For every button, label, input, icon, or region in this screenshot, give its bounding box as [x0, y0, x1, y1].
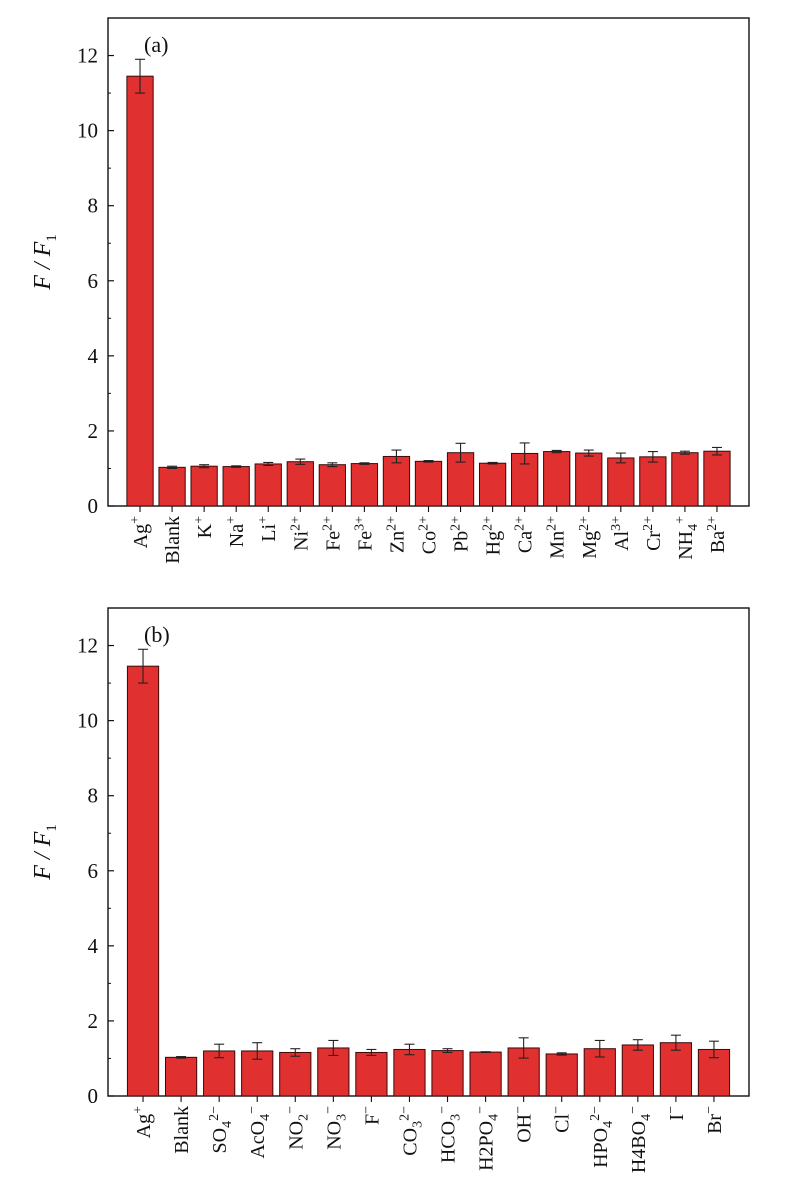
bar-14 [575, 452, 603, 507]
chart-panel-b: 0 2 4 6 8 10 12 F / F1 (b) Ag+ Blank SO42− AcO4− NO2−… [30, 607, 750, 1173]
bar-5 [286, 461, 314, 507]
bar-0 [126, 665, 160, 1097]
bar-8 [431, 1050, 464, 1097]
x-tick-label-18: Ba2+ [705, 516, 729, 553]
x-tick-label-6: Fe2+ [320, 516, 344, 551]
y-tick-label: 0 [88, 1084, 99, 1108]
bar-9 [414, 460, 443, 507]
y-tick-label: 6 [88, 859, 99, 883]
bar-16 [639, 456, 667, 507]
panel-label: (b) [144, 622, 170, 647]
x-tick-label-17: NH4+ [673, 516, 701, 560]
bar-15 [607, 457, 635, 507]
x-tick-label-10: Pb2+ [449, 516, 473, 552]
x-tick-label-16: Cr2+ [641, 516, 665, 551]
x-tick-label-13: H4BO4− [626, 1106, 654, 1173]
x-tick-label-12: HPO42− [588, 1106, 616, 1168]
x-tick-label-9: H2PO4− [474, 1106, 502, 1171]
x-tick-label-7: CO32− [397, 1106, 425, 1156]
x-tick-label-9: Co2+ [417, 516, 441, 554]
x-tick-label-1: Blank [162, 516, 184, 564]
bar-0 [126, 75, 154, 507]
bar-1 [164, 1056, 198, 1097]
x-tick-label-11: Hg2+ [481, 516, 505, 555]
y-tick-label: 2 [88, 419, 99, 443]
bar-4 [279, 1051, 312, 1097]
x-tick-label-14: Mg2+ [577, 516, 601, 559]
x-tick-label-3: AcO4− [245, 1106, 273, 1159]
x-tick-label-3: Na+ [224, 516, 248, 547]
x-tick-label-2: SO42− [207, 1106, 235, 1154]
y-tick-label: 0 [88, 494, 99, 518]
x-tick-label-6: F− [359, 1106, 383, 1125]
x-tick-label-0: Ag+ [128, 516, 152, 548]
panel-label: (a) [144, 32, 168, 57]
x-tick-label-14: I− [664, 1106, 688, 1121]
y-tick-label: 12 [77, 44, 98, 68]
bar-3 [222, 466, 250, 507]
bar-6 [318, 464, 346, 507]
y-tick-label: 10 [77, 119, 98, 143]
x-tick-label-8: Zn2+ [384, 516, 408, 553]
x-tick-label-12: Ca2+ [513, 516, 537, 553]
x-tick-label-8: HCO3− [436, 1106, 464, 1163]
bar-14 [659, 1042, 693, 1097]
y-tick-label: 2 [88, 1009, 99, 1033]
bar-7 [350, 463, 379, 507]
bar-4 [254, 463, 282, 507]
bar-11 [478, 462, 507, 507]
y-tick-label: 4 [88, 344, 99, 368]
bar-11 [545, 1053, 578, 1097]
bar-2 [190, 465, 218, 507]
y-axis-title: F / F1 [30, 824, 60, 881]
y-axis-title: F / F1 [30, 234, 60, 291]
x-tick-label-15: Al3+ [609, 516, 633, 551]
y-tick-label: 10 [77, 709, 98, 733]
y-tick-label: 4 [88, 934, 99, 958]
x-tick-label-1: Blank [171, 1106, 193, 1154]
y-tick-label: 8 [88, 784, 99, 808]
bar-1 [158, 466, 186, 507]
y-tick-label: 12 [77, 634, 98, 658]
plot-frame [107, 17, 750, 507]
x-tick-label-4: Li+ [256, 516, 280, 542]
plot-frame [107, 607, 750, 1097]
bar-17 [671, 452, 699, 507]
bar-6 [355, 1051, 388, 1097]
bar-9 [469, 1051, 502, 1097]
x-tick-label-5: Ni2+ [288, 516, 312, 551]
x-tick-label-0: Ag+ [131, 1106, 155, 1138]
x-tick-label-2: K+ [192, 516, 216, 538]
x-tick-label-15: Br− [702, 1106, 726, 1134]
chart-panel-a: 0 2 4 6 8 10 12 F / F1 (a) Ag+ Blank K+ Na+ Li+ Ni2+ Fe… [30, 17, 750, 564]
x-tick-label-7: Fe3+ [352, 516, 376, 551]
y-tick-label: 8 [88, 194, 99, 218]
x-tick-label-5: NO3− [321, 1106, 349, 1150]
bar-13 [621, 1044, 654, 1097]
bar-7 [393, 1048, 426, 1097]
x-tick-label-13: Mn2+ [545, 516, 569, 559]
bar-13 [543, 451, 571, 507]
x-tick-label-4: NO2− [283, 1106, 311, 1150]
y-tick-label: 6 [88, 269, 99, 293]
bar-8 [382, 455, 411, 507]
x-tick-label-11: Cl− [550, 1106, 574, 1133]
bar-18 [703, 450, 731, 507]
x-tick-label-10: OH− [512, 1106, 536, 1143]
